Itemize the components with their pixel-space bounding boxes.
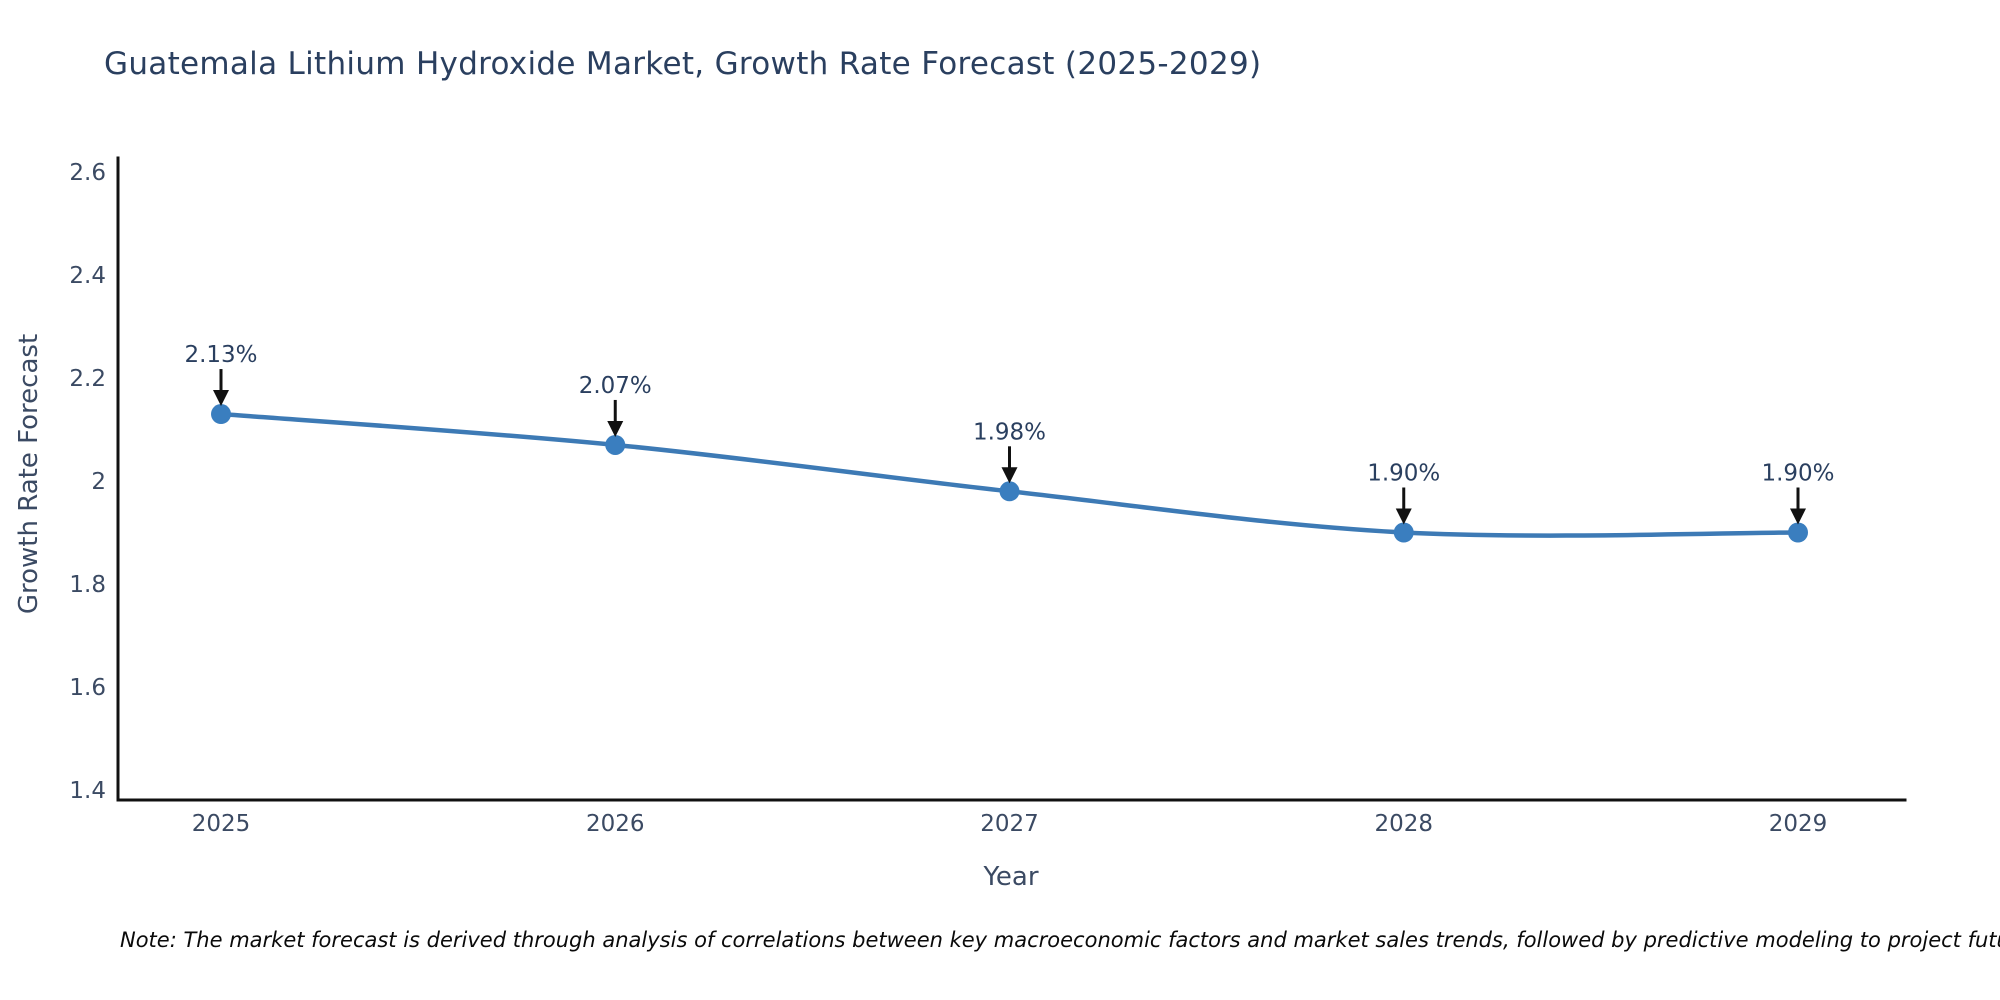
data-point-label: 1.90%: [1761, 461, 1834, 487]
data-point-marker: [999, 481, 1020, 502]
x-tick-label: 2026: [586, 811, 645, 837]
footnote-text: Note: The market forecast is derived thr…: [120, 928, 2000, 952]
x-tick-label: 2028: [1374, 811, 1433, 837]
chart-title: Guatemala Lithium Hydroxide Market, Grow…: [104, 46, 1262, 82]
x-axis-title: Year: [983, 862, 1039, 892]
annotation-arrowhead-icon: [213, 390, 229, 407]
data-point-label: 1.98%: [973, 419, 1046, 445]
x-tick-label: 2029: [1769, 811, 1828, 837]
annotation-arrowhead-icon: [607, 420, 624, 437]
y-tick-label: 2: [91, 469, 106, 495]
annotation-arrowhead-icon: [1395, 508, 1412, 525]
axis-lines: [116, 156, 1907, 802]
data-point-label: 1.90%: [1367, 461, 1440, 487]
data-point-marker: [211, 404, 231, 425]
data-point-marker: [1393, 522, 1414, 543]
annotation-arrowhead-icon: [1001, 467, 1018, 484]
y-tick-label: 1.6: [69, 675, 106, 701]
data-point-label: 2.07%: [579, 373, 652, 399]
y-tick-label: 2.6: [69, 160, 106, 186]
y-tick-label: 2.4: [69, 263, 106, 289]
x-tick-label: 2025: [192, 811, 251, 837]
annotation-arrowhead-icon: [1790, 508, 1806, 525]
x-tick-label: 2027: [980, 811, 1039, 837]
data-point-marker: [1788, 522, 1808, 543]
y-tick-label: 1.8: [69, 572, 106, 598]
data-point-label: 2.13%: [184, 342, 257, 368]
y-tick-label: 1.4: [69, 778, 106, 804]
y-tick-label: 2.2: [69, 366, 106, 392]
data-point-marker: [605, 434, 626, 455]
